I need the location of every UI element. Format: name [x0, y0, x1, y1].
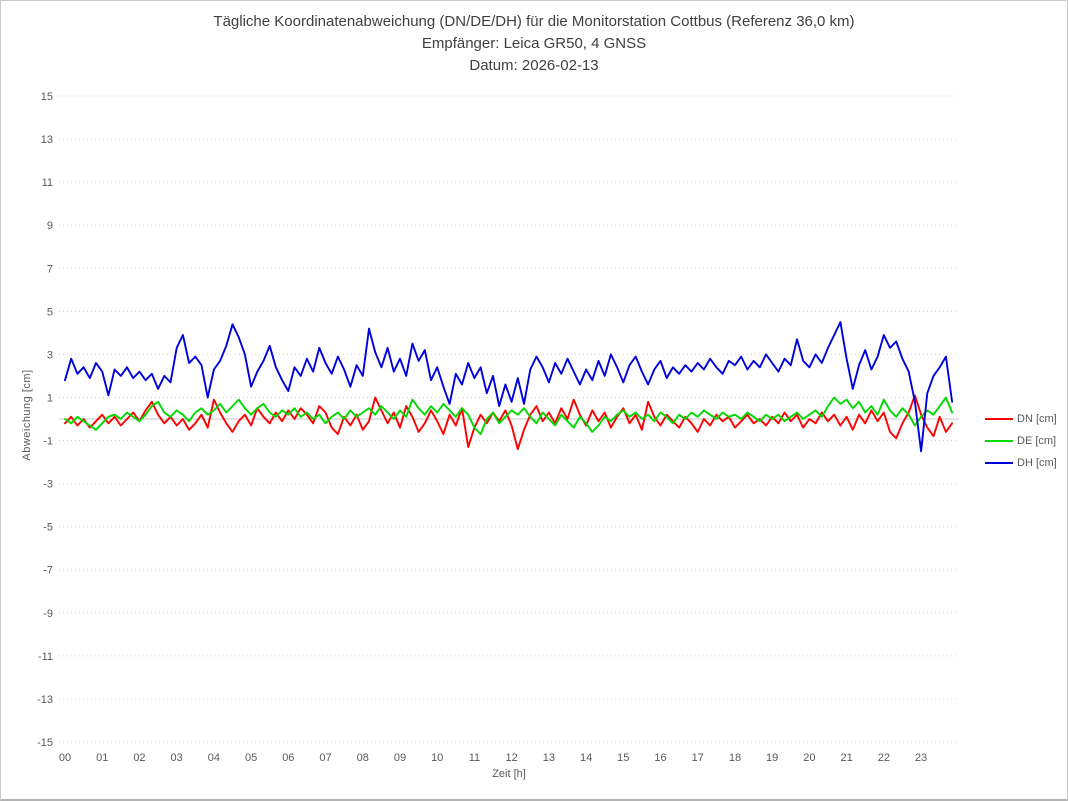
x-tick-label: 15	[617, 752, 629, 764]
y-tick-label: 11	[42, 177, 53, 189]
y-tick-label: 7	[47, 263, 53, 275]
chart-title-block: Tägliche Koordinatenabweichung (DN/DE/DH…	[1, 11, 1067, 77]
x-tick-label: 00	[59, 752, 71, 764]
x-tick-label: 03	[171, 752, 183, 764]
legend: DN [cm] DE [cm] DH [cm]	[985, 408, 1057, 474]
y-tick-label: -5	[43, 522, 53, 534]
x-tick-label: 22	[878, 752, 890, 764]
legend-swatch-dh	[985, 461, 1013, 465]
y-tick-label: -1	[43, 436, 53, 448]
x-tick-label: 06	[282, 752, 294, 764]
y-tick-label: 5	[47, 306, 53, 318]
x-tick-label: 13	[543, 752, 555, 764]
legend-item-de: DE [cm]	[985, 430, 1057, 452]
y-tick-label: -11	[38, 651, 53, 663]
series-path-dn	[64, 394, 954, 451]
x-tick-label: 11	[469, 752, 480, 764]
chart-subtitle-receiver: Empfänger: Leica GR50, 4 GNSS	[421, 35, 647, 52]
x-tick-label: 12	[506, 752, 518, 764]
y-tick-label: -13	[37, 694, 53, 706]
legend-label-de: DE [cm]	[1017, 435, 1057, 447]
x-tick-label: 17	[692, 752, 704, 764]
legend-swatch-dn	[985, 417, 1013, 421]
x-tick-label: 08	[357, 752, 369, 764]
legend-item-dh: DH [cm]	[985, 452, 1057, 474]
legend-label-dn: DN [cm]	[1017, 413, 1057, 425]
x-tick-label: 14	[580, 752, 592, 764]
series-path-de	[64, 396, 954, 436]
x-tick-label: 09	[394, 752, 406, 764]
y-tick-label: -3	[43, 479, 53, 491]
chart-subtitle-date: Datum: 2026-02-13	[469, 57, 599, 74]
y-tick-label: 15	[41, 91, 53, 103]
x-tick-label: 01	[96, 752, 108, 764]
x-axis-title: Zeit [h]	[492, 768, 526, 780]
x-tick-label: 07	[319, 752, 331, 764]
x-tick-label: 10	[431, 752, 443, 764]
y-tick-label: 1	[47, 392, 53, 404]
x-tick-label: 20	[803, 752, 815, 764]
legend-item-dn: DN [cm]	[985, 408, 1057, 430]
y-tick-label: -7	[43, 565, 53, 577]
x-tick-label: 16	[654, 752, 666, 764]
chart-title: Tägliche Koordinatenabweichung (DN/DE/DH…	[213, 13, 855, 30]
legend-swatch-de	[985, 439, 1013, 443]
y-tick-label: 9	[47, 220, 53, 232]
x-tick-label: 23	[915, 752, 927, 764]
x-tick-label: 02	[133, 752, 145, 764]
x-tick-label: 04	[208, 752, 220, 764]
y-tick-label: -15	[37, 737, 53, 749]
y-tick-label: 13	[41, 134, 53, 146]
series-path-dh	[64, 321, 954, 453]
y-tick-label: -9	[43, 608, 53, 620]
x-tick-label: 21	[840, 752, 852, 764]
legend-label-dh: DH [cm]	[1017, 457, 1057, 469]
x-tick-label: 19	[766, 752, 778, 764]
x-tick-label: 05	[245, 752, 257, 764]
x-tick-label: 18	[729, 752, 741, 764]
y-tick-label: 3	[47, 349, 53, 361]
